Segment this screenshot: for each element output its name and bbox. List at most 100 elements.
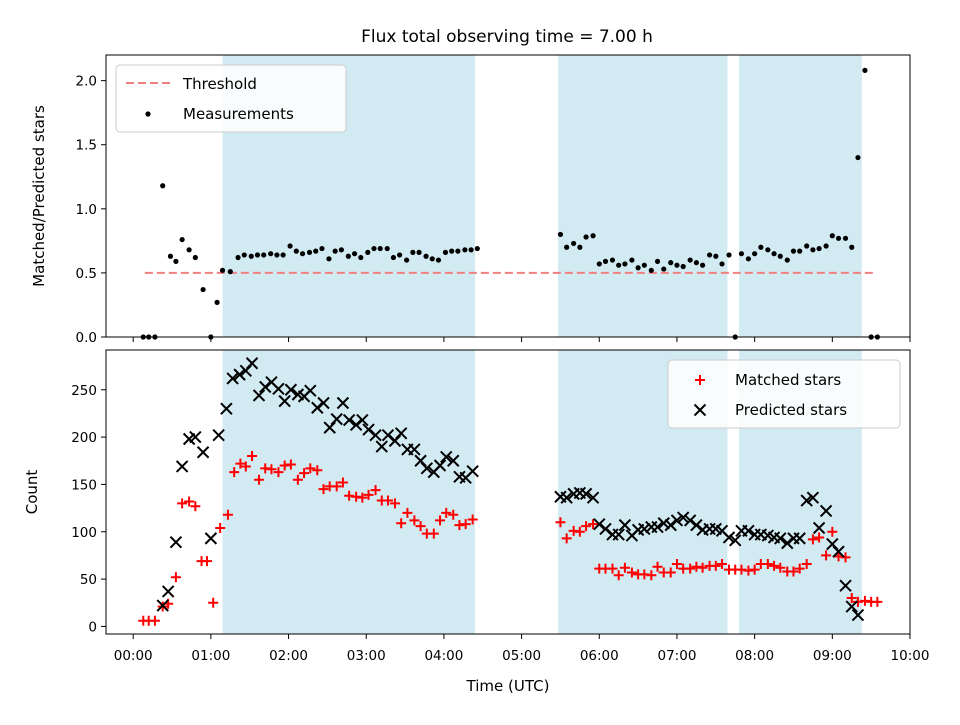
matched-star-point	[775, 562, 786, 573]
matched-star-point	[370, 485, 381, 496]
measurement-point	[609, 257, 616, 263]
predicted-star-point	[593, 517, 606, 531]
predicted-star-point	[369, 428, 382, 442]
measurement-point	[429, 256, 435, 262]
predicted-star-point	[317, 396, 330, 410]
measurement-point	[823, 243, 829, 249]
matched-star-point	[581, 521, 592, 532]
measurement-point	[397, 252, 403, 258]
matched-star-point	[215, 522, 226, 533]
matched-star-point	[840, 552, 851, 563]
measurement-point	[745, 256, 752, 262]
measurement-point	[293, 248, 299, 254]
predicted-star-point	[781, 536, 794, 550]
measurement-point	[192, 254, 198, 261]
predicted-star-point	[638, 522, 651, 536]
legend-measurements-swatch	[145, 111, 151, 117]
measurement-point	[227, 269, 233, 275]
matched-star-point	[292, 474, 303, 485]
predicted-star-point	[657, 517, 670, 530]
measurement-point	[377, 245, 383, 252]
predicted-star-point	[375, 440, 388, 453]
measurement-point	[596, 261, 602, 267]
legend-threshold-label: Threshold	[182, 75, 257, 93]
matched-star-point	[769, 560, 780, 571]
measurement-point	[668, 260, 674, 266]
matched-star-point	[382, 495, 393, 506]
measurement-point	[752, 251, 758, 257]
measurement-point	[371, 245, 377, 252]
measurement-point	[680, 263, 686, 270]
measurement-point	[404, 257, 410, 263]
measurement-point	[648, 267, 654, 273]
xtick-label: 04:00	[424, 648, 463, 664]
matched-star-point	[396, 518, 407, 529]
matched-star-point	[254, 474, 265, 485]
measurement-point	[435, 257, 442, 263]
matched-star-point	[441, 507, 452, 518]
measurement-point	[829, 233, 835, 239]
measurement-point	[468, 247, 474, 253]
predicted-star-point	[433, 459, 447, 472]
top-observing-window-1	[558, 55, 728, 337]
xtick-label: 06:00	[580, 648, 619, 664]
measurement-point	[241, 252, 247, 258]
predicted-star-point	[670, 514, 684, 527]
legend-predicted-swatch	[693, 403, 707, 417]
measurement-point	[287, 243, 293, 249]
measurement-point	[390, 254, 397, 261]
measurement-point	[654, 258, 661, 264]
predicted-star-point	[349, 418, 363, 431]
predicted-star-point	[175, 460, 189, 473]
matched-star-point	[626, 567, 637, 578]
predicted-star-point	[311, 401, 324, 414]
measurement-point	[219, 267, 226, 273]
measurement-point	[474, 245, 480, 252]
bottom-ytick-label: 50	[80, 572, 97, 588]
measurement-point	[713, 253, 719, 259]
predicted-star-point	[664, 518, 677, 532]
measurement-point	[790, 248, 797, 254]
measurement-point	[784, 257, 790, 263]
predicted-star-point	[676, 511, 690, 524]
top-legend: Threshold Measurements	[115, 64, 347, 133]
measurement-point	[261, 252, 267, 258]
matched-star-point	[788, 566, 799, 577]
count-panel: 0 50 100 150 200 250 00:00 01:00 02:00 03:00 04:00…	[23, 349, 930, 695]
matched-star-point	[177, 498, 188, 509]
predicted-star-point	[466, 464, 479, 478]
predicted-star-point	[618, 518, 632, 532]
matched-star-point	[467, 514, 478, 525]
xtick-label: 08:00	[735, 648, 774, 664]
matched-star-point	[229, 467, 240, 478]
matched-star-point	[435, 515, 446, 526]
measurement-point	[442, 249, 449, 255]
predicted-star-point	[579, 487, 593, 501]
measurement-point	[674, 262, 680, 268]
ratio-panel: 0.0 0.5 1.0 1.5 2.0 Matched/Predicted stars Th…	[30, 54, 911, 346]
measurement-point	[577, 244, 583, 250]
measurement-point	[687, 257, 693, 263]
predicted-star-point	[304, 384, 317, 397]
matched-star-point	[331, 481, 342, 492]
predicted-star-point	[169, 535, 183, 549]
matched-star-point	[807, 534, 818, 545]
top-ylabel: Matched/Predicted stars	[30, 105, 48, 287]
xtick-label: 10:00	[891, 648, 930, 664]
measurement-point	[693, 260, 699, 266]
measurement-point	[351, 251, 358, 257]
matched-star-point	[318, 484, 329, 495]
figure-title: Flux total observing time = 7.00 h	[361, 27, 653, 47]
predicted-star-point	[586, 491, 600, 504]
bottom-frame	[105, 349, 911, 635]
measurement-point	[706, 252, 713, 258]
measurement-point	[345, 253, 351, 259]
measurement-point	[590, 233, 596, 239]
predicted-star-point	[440, 450, 453, 464]
matched-star-point	[190, 501, 201, 512]
xtick-label: 01:00	[191, 648, 230, 664]
measurement-point	[810, 247, 816, 253]
predicted-star-point	[806, 491, 820, 504]
top-legend-box	[115, 64, 347, 133]
